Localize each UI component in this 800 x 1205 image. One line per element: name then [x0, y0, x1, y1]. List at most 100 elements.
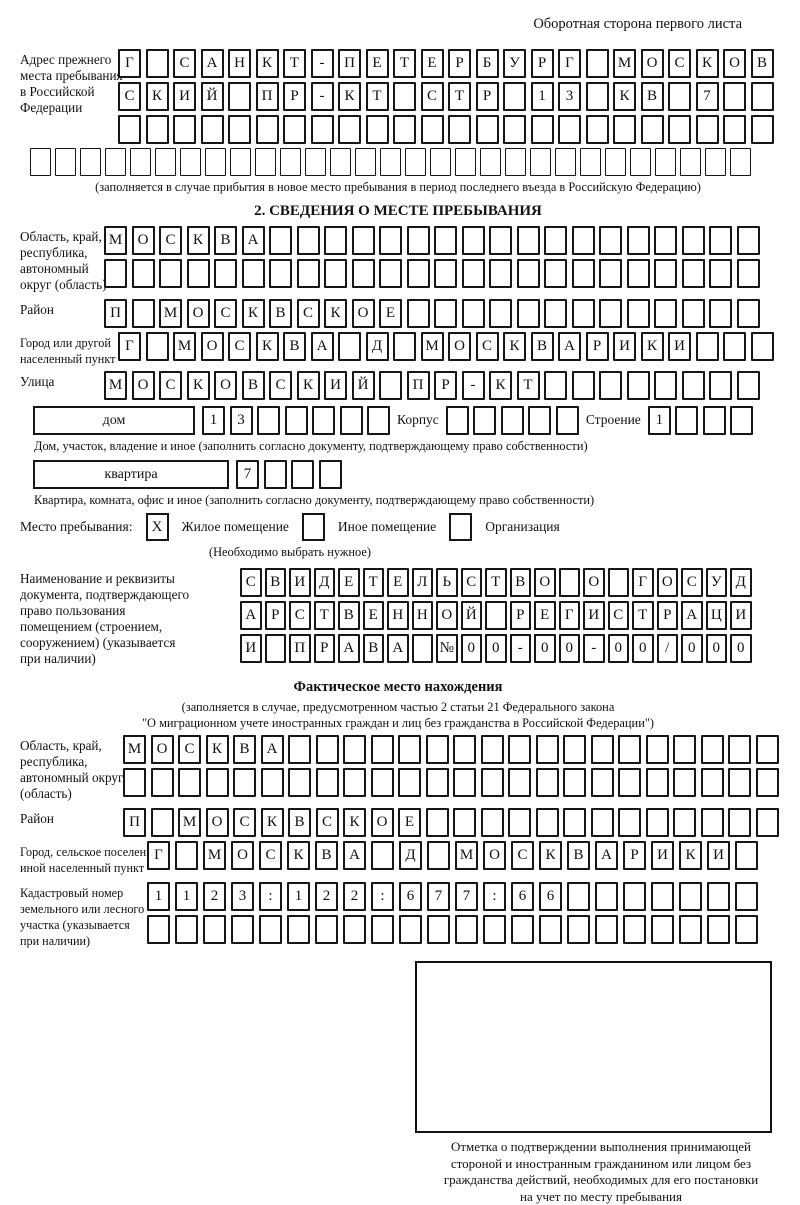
- char-cell: И: [730, 601, 752, 630]
- char-cell: [288, 768, 311, 797]
- char-cell: [654, 259, 677, 288]
- char-cell: В: [509, 568, 531, 597]
- char-cell: [654, 226, 677, 255]
- char-cell: К: [186, 371, 210, 400]
- char-cell: С: [159, 371, 182, 400]
- char-cell: 0: [607, 634, 629, 663]
- stay-type-checkbox-organization: [449, 513, 473, 541]
- char-cell: [230, 148, 251, 176]
- apartment-block: квартира 7: [33, 460, 776, 489]
- actual-region-label: Область, край, республика, автономный ок…: [20, 738, 124, 801]
- char-cell: [480, 768, 504, 797]
- char-cell: [599, 259, 622, 288]
- char-cell: [651, 882, 674, 911]
- char-cell: Е: [379, 299, 402, 328]
- char-cell: [398, 735, 421, 764]
- char-cell: [427, 915, 450, 944]
- char-cell: [425, 808, 449, 837]
- document-label: Наименование и реквизиты документа, подт…: [20, 571, 190, 666]
- char-cell: [315, 915, 338, 944]
- char-cell: [516, 226, 540, 255]
- prev-address-block: Адрес прежнего места пребывания в Россий…: [20, 49, 776, 144]
- char-cell: А: [260, 735, 284, 764]
- char-cell: [118, 115, 141, 144]
- char-cell: [175, 841, 198, 870]
- char-cell: [365, 115, 389, 144]
- char-cell: [630, 148, 651, 176]
- char-cell: [228, 82, 251, 111]
- char-cell: [280, 148, 301, 176]
- char-cell: [730, 406, 754, 435]
- char-cell: [399, 915, 422, 944]
- char-cell: Н: [228, 49, 251, 78]
- char-cell: [544, 259, 567, 288]
- char-cell: [723, 115, 746, 144]
- char-cell: [155, 148, 176, 176]
- page-side-note: Оборотная сторона первого листа: [533, 16, 742, 32]
- char-cell: О: [200, 332, 224, 361]
- char-cell: [175, 915, 198, 944]
- char-cell: О: [723, 49, 746, 78]
- stamp-box: [415, 961, 772, 1133]
- char-cell: [448, 115, 471, 144]
- char-cell: Р: [313, 634, 335, 663]
- char-cell: [645, 768, 669, 797]
- char-cell: [371, 915, 394, 944]
- char-cell: [483, 915, 506, 944]
- char-cell: [736, 371, 760, 400]
- apartment-note: Квартира, комната, офис и иное (заполнит…: [34, 493, 595, 507]
- char-cell: [508, 808, 531, 837]
- char-cell: 1: [287, 882, 310, 911]
- char-cell: [618, 808, 641, 837]
- char-cell: [406, 259, 430, 288]
- char-cell: [755, 808, 779, 837]
- char-cell: [535, 735, 559, 764]
- char-cell: [695, 332, 719, 361]
- char-cell: [516, 299, 540, 328]
- char-cell: О: [131, 371, 155, 400]
- region-block: Область, край, республика, автономный ок…: [20, 226, 776, 293]
- char-cell: П: [338, 49, 361, 78]
- char-cell: 0: [632, 634, 654, 663]
- char-cell: С: [240, 568, 262, 597]
- char-cell: [284, 406, 308, 435]
- char-cell: К: [296, 371, 320, 400]
- char-cell: А: [343, 841, 366, 870]
- char-cell: О: [534, 568, 556, 597]
- stroenie-label: Строение: [585, 412, 641, 427]
- char-cell: С: [607, 601, 629, 630]
- char-cell: Д: [313, 568, 335, 597]
- char-cell: [147, 915, 170, 944]
- char-cell: Н: [411, 601, 433, 630]
- char-cell: К: [503, 332, 526, 361]
- char-cell: 1: [202, 406, 225, 435]
- char-cell: И: [324, 371, 347, 400]
- char-cell: [626, 259, 650, 288]
- char-cell: М: [173, 332, 196, 361]
- char-cell: [707, 915, 730, 944]
- char-cell: [702, 406, 726, 435]
- char-cell: [312, 406, 335, 435]
- char-cell: [654, 371, 677, 400]
- char-cell: Е: [338, 568, 360, 597]
- char-cell: Р: [434, 371, 457, 400]
- char-cell: [131, 259, 155, 288]
- char-cell: М: [104, 371, 127, 400]
- char-cell: [668, 82, 691, 111]
- char-cell: Е: [365, 49, 389, 78]
- stamp-area: Отметка о подтверждении выполнения прини…: [395, 961, 800, 1205]
- char-cell: [563, 768, 586, 797]
- char-cell: Б: [475, 49, 499, 78]
- char-cell: [700, 735, 724, 764]
- char-cell: Т: [448, 82, 471, 111]
- char-cell: В: [214, 226, 237, 255]
- char-cell: [269, 259, 292, 288]
- char-cell: Е: [398, 808, 421, 837]
- char-cell: 6: [539, 882, 562, 911]
- char-cell: [430, 148, 451, 176]
